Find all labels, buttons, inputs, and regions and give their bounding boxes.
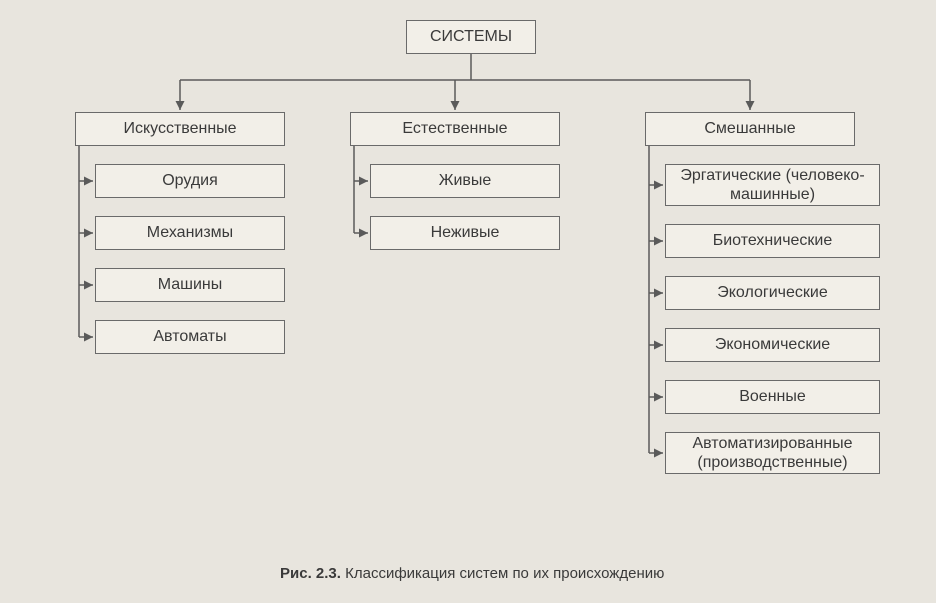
child-label: Живые (439, 172, 492, 190)
category-label: Искусственные (123, 120, 236, 138)
child-label: Автоматизированные (производственные) (668, 434, 877, 472)
child-label: Эргатические (человеко-машинные) (668, 166, 877, 204)
child-box: Экологические (665, 276, 880, 310)
category-box: Искусственные (75, 112, 285, 146)
child-box: Механизмы (95, 216, 285, 250)
child-box: Орудия (95, 164, 285, 198)
child-label: Механизмы (147, 224, 233, 242)
caption-text: Классификация систем по их происхождению (345, 565, 664, 582)
root-box: СИСТЕМЫ (406, 20, 536, 54)
child-box: Автоматы (95, 320, 285, 354)
category-label: Естественные (402, 120, 507, 138)
child-box: Автоматизированные (производственные) (665, 432, 880, 474)
child-box: Экономические (665, 328, 880, 362)
child-label: Автоматы (153, 328, 226, 346)
child-box: Эргатические (человеко-машинные) (665, 164, 880, 206)
category-box: Естественные (350, 112, 560, 146)
child-box: Живые (370, 164, 560, 198)
child-label: Биотехнические (713, 232, 833, 250)
category-box: Смешанные (645, 112, 855, 146)
child-box: Машины (95, 268, 285, 302)
figure-caption: Рис. 2.3. Классификация систем по их про… (280, 565, 664, 582)
child-label: Экономические (715, 336, 830, 354)
child-box: Военные (665, 380, 880, 414)
child-label: Неживые (431, 224, 500, 242)
child-label: Военные (739, 388, 806, 406)
caption-prefix: Рис. 2.3. (280, 565, 341, 582)
category-label: Смешанные (704, 120, 795, 138)
child-box: Неживые (370, 216, 560, 250)
child-label: Машины (158, 276, 223, 294)
child-box: Биотехнические (665, 224, 880, 258)
child-label: Орудия (162, 172, 218, 190)
root-label: СИСТЕМЫ (430, 28, 512, 46)
child-label: Экологические (717, 284, 827, 302)
